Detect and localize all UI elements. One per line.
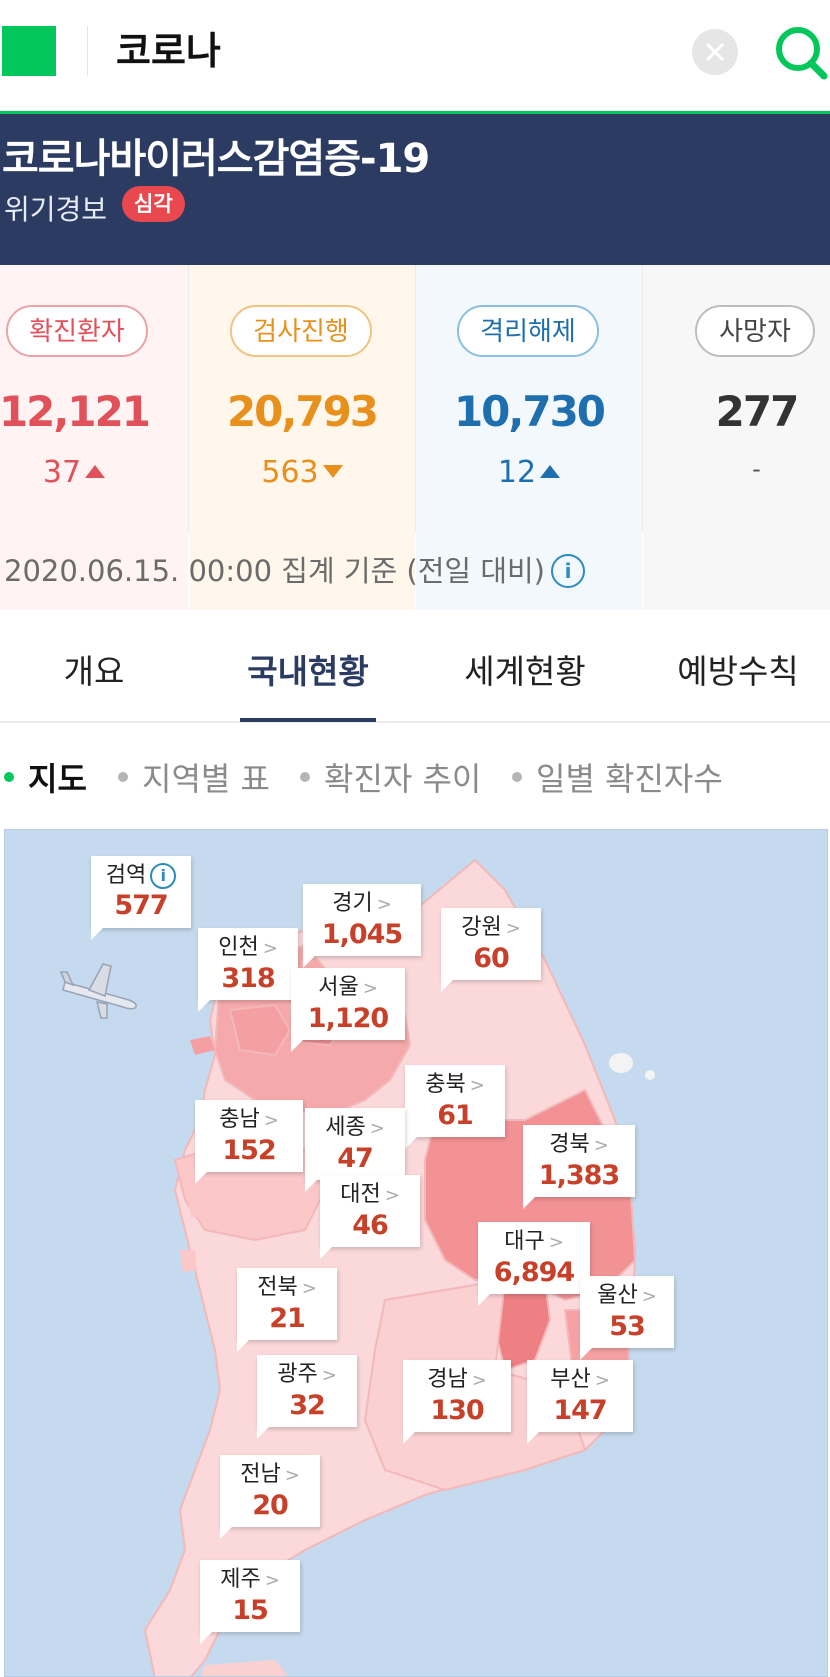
subtab-map[interactable]: 지도	[4, 754, 87, 800]
released-delta: 12	[416, 455, 642, 490]
confirmed-label: 확진환자	[6, 305, 148, 357]
testing-delta: 563	[189, 455, 415, 490]
region-label-ulsan[interactable]: 울산 > 53	[580, 1276, 674, 1360]
deaths-label: 사망자	[695, 305, 815, 357]
stat-released[interactable]: 격리해제 10,730 12	[416, 265, 643, 610]
header-divider	[87, 26, 88, 76]
testing-label: 검사진행	[230, 305, 372, 357]
subtab-daily-confirmed[interactable]: 일별 확진자수	[512, 754, 723, 800]
region-label-incheon[interactable]: 인천 > 318	[198, 928, 298, 1012]
region-label-busan[interactable]: 부산 > 147	[527, 1360, 633, 1444]
down-arrow-icon	[322, 465, 343, 478]
subtab-confirmed-trend[interactable]: 확진자 추이	[300, 754, 481, 800]
clear-search-button[interactable]	[692, 29, 738, 75]
tab-domestic[interactable]: 국내현황	[247, 652, 369, 691]
disease-banner: 코로나바이러스감염증-19 위기경보 심각	[0, 114, 830, 265]
testing-value: 20,793	[226, 387, 379, 436]
confirmed-delta: 37	[0, 455, 168, 490]
released-value: 10,730	[453, 387, 606, 436]
stat-confirmed[interactable]: 확진환자 12,121 37	[0, 265, 189, 610]
up-arrow-icon	[85, 465, 106, 478]
airplane-icon	[59, 963, 137, 1019]
tab-overview[interactable]: 개요	[63, 652, 125, 691]
stats-footnote: 2020.06.15. 00:00 집계 기준 (전일 대비) i	[0, 533, 830, 610]
alert-level-badge: 심각	[122, 186, 185, 222]
stat-deaths[interactable]: 사망자 277 -	[643, 265, 830, 610]
sub-tabs: 지도 지역별 표 확진자 추이 일별 확진자수	[0, 730, 830, 820]
region-label-gyeongbuk[interactable]: 경북 > 1,383	[523, 1125, 635, 1209]
active-tab-indicator	[240, 718, 376, 722]
tab-prevention[interactable]: 예방수칙	[677, 652, 799, 691]
naver-logo[interactable]	[2, 26, 56, 76]
close-icon	[705, 42, 725, 62]
region-label-gwangju[interactable]: 광주 > 32	[257, 1355, 357, 1439]
disease-title: 코로나바이러스감염증-19	[2, 136, 430, 182]
alert-label: 위기경보	[4, 193, 108, 226]
released-label: 격리해제	[457, 305, 599, 357]
region-label-jeju[interactable]: 제주 > 15	[200, 1560, 300, 1644]
korea-map: 검역 i 577 경기 > 1,045 강원 > 60 인천 > 318 서울 > 1,1…	[4, 829, 828, 1677]
deaths-value: 277	[715, 387, 800, 436]
region-label-gyeonggi[interactable]: 경기 > 1,045	[303, 884, 421, 968]
region-label-sejong[interactable]: 세종 > 47	[305, 1108, 405, 1192]
search-icon	[776, 27, 828, 80]
info-icon[interactable]: i	[551, 554, 585, 588]
search-query[interactable]: 코로나	[116, 29, 221, 73]
tab-global[interactable]: 세계현황	[464, 652, 586, 691]
region-label-seoul[interactable]: 서울 > 1,120	[291, 968, 405, 1052]
stat-testing[interactable]: 검사진행 20,793 563	[189, 265, 416, 610]
region-label-jeonbuk[interactable]: 전북 > 21	[237, 1268, 337, 1352]
region-label-daegu[interactable]: 대구 > 6,894	[478, 1222, 590, 1306]
info-icon[interactable]: i	[150, 863, 177, 889]
region-label-daejeon[interactable]: 대전 > 46	[320, 1175, 420, 1259]
search-button[interactable]	[772, 22, 830, 82]
up-arrow-icon	[540, 465, 561, 478]
subtab-region-table[interactable]: 지역별 표	[118, 754, 270, 800]
region-label-chungnam[interactable]: 충남 > 152	[195, 1100, 303, 1184]
confirmed-value: 12,121	[0, 387, 151, 436]
region-label-jeonnam[interactable]: 전남 > 20	[220, 1455, 320, 1539]
region-label-quarantine[interactable]: 검역 i 577	[91, 856, 191, 940]
region-label-gyeongnam[interactable]: 경남 > 130	[403, 1360, 511, 1444]
region-label-gangwon[interactable]: 강원 > 60	[441, 908, 541, 992]
search-header: 코로나	[0, 0, 830, 114]
main-tabs: 개요 국내현황 세계현황 예방수칙	[0, 610, 830, 723]
deaths-delta: -	[752, 455, 761, 483]
naver-n-icon	[2, 26, 56, 76]
stats-panel: 확진환자 12,121 37 검사진행 20,793 563 격리해제 10,7…	[0, 265, 830, 610]
region-label-chungbuk[interactable]: 충북 > 61	[405, 1065, 505, 1149]
